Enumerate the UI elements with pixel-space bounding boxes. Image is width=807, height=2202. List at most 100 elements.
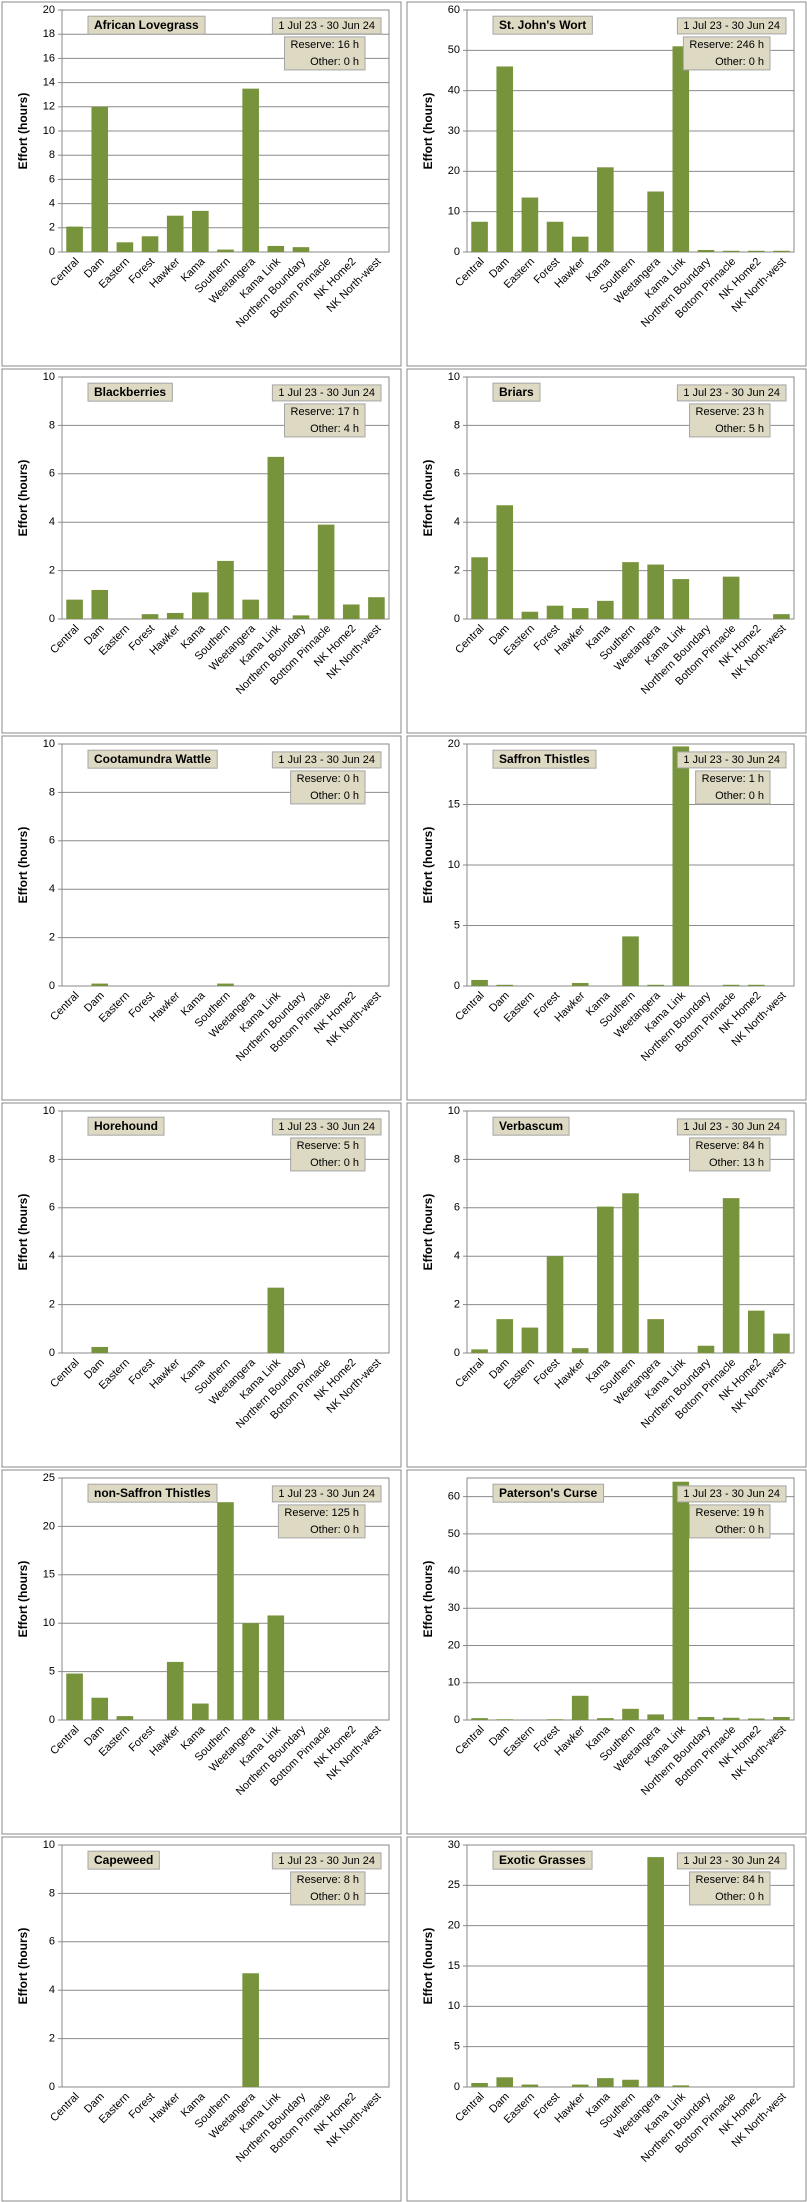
y-tick-label: 0 <box>49 613 55 625</box>
y-tick-label: 2 <box>49 222 55 234</box>
bar <box>672 2085 690 2087</box>
plot-area <box>61 1844 390 2088</box>
y-tick-label: 40 <box>448 85 460 97</box>
bar <box>546 1256 564 1353</box>
y-tick-label: 2 <box>454 1299 460 1311</box>
y-tick-label: 30 <box>448 125 460 137</box>
label-box <box>290 1871 366 1906</box>
bar <box>747 1718 765 1720</box>
bar <box>647 1319 664 1353</box>
bar <box>66 1673 83 1720</box>
period-label: 1 Jul 23 - 30 Jun 24 <box>683 387 780 399</box>
y-axis-label: Effort (hours) <box>421 1561 435 1638</box>
y-tick-label: 10 <box>43 1839 55 1851</box>
bar <box>747 250 765 252</box>
y-tick-label: 12 <box>43 101 55 113</box>
other-label: Other: 0 h <box>310 1891 359 1903</box>
period-label: 1 Jul 23 - 30 Jun 24 <box>683 20 780 32</box>
bar <box>217 249 234 252</box>
y-tick-label: 0 <box>454 2081 460 2093</box>
bar <box>722 984 740 986</box>
period-label: 1 Jul 23 - 30 Jun 24 <box>278 1855 375 1867</box>
bar <box>496 984 514 986</box>
y-tick-label: 30 <box>448 1839 460 1851</box>
bar <box>571 608 589 619</box>
other-label: Other: 0 h <box>715 790 764 802</box>
period-label: 1 Jul 23 - 30 Jun 24 <box>683 1855 780 1867</box>
bar <box>597 600 614 619</box>
period-label: 1 Jul 23 - 30 Jun 24 <box>278 754 375 766</box>
label-box <box>492 382 541 402</box>
bar <box>773 1333 790 1353</box>
period-label: 1 Jul 23 - 30 Jun 24 <box>683 1488 780 1500</box>
bar <box>546 221 564 252</box>
bar <box>521 2084 539 2087</box>
label-box <box>676 17 787 35</box>
y-tick-label: 6 <box>49 1936 55 1948</box>
bar <box>773 614 790 619</box>
y-tick-label: 20 <box>448 1639 460 1651</box>
bar <box>91 106 109 252</box>
y-tick-label: 10 <box>448 206 460 218</box>
bar <box>722 576 740 619</box>
bar <box>471 221 488 252</box>
bar <box>192 592 209 619</box>
plot-area <box>466 9 795 253</box>
y-tick-label: 0 <box>49 1714 55 1726</box>
bar <box>471 1349 488 1353</box>
y-tick-label: 2 <box>454 565 460 577</box>
bar <box>697 249 715 252</box>
y-tick-label: 20 <box>448 738 460 750</box>
bar <box>672 579 690 619</box>
label-box <box>676 384 787 402</box>
bar <box>622 1708 639 1720</box>
y-tick-label: 4 <box>49 198 55 210</box>
reserve-label: Reserve: 19 h <box>696 1507 764 1519</box>
y-tick-label: 10 <box>43 371 55 383</box>
reserve-label: Reserve: 125 h <box>284 1507 359 1519</box>
bar <box>647 1714 664 1720</box>
y-tick-label: 50 <box>448 44 460 56</box>
y-tick-label: 15 <box>448 1960 460 1972</box>
bar <box>571 1695 589 1720</box>
label-box <box>689 403 771 438</box>
label-box <box>492 1116 570 1136</box>
y-axis-label: Effort (hours) <box>16 460 30 537</box>
y-axis-label: Effort (hours) <box>421 460 435 537</box>
y-tick-label: 0 <box>454 613 460 625</box>
other-label: Other: 0 h <box>715 1891 764 1903</box>
label-box <box>676 751 787 769</box>
y-tick-label: 8 <box>49 786 55 798</box>
label-box <box>271 751 382 769</box>
y-tick-label: 6 <box>49 1202 55 1214</box>
bar <box>242 88 259 253</box>
y-tick-label: 0 <box>49 980 55 992</box>
period-label: 1 Jul 23 - 30 Jun 24 <box>683 1121 780 1133</box>
bar <box>217 1502 234 1720</box>
bar <box>597 1206 614 1353</box>
other-label: Other: 0 h <box>715 56 764 68</box>
bar <box>622 562 639 619</box>
label-box <box>271 1852 382 1870</box>
label-box <box>87 1850 160 1870</box>
bar <box>697 1717 715 1720</box>
label-box <box>689 1137 771 1172</box>
y-tick-label: 10 <box>448 1105 460 1117</box>
label-box <box>271 384 382 402</box>
bar <box>571 1348 589 1353</box>
y-tick-label: 10 <box>448 1677 460 1689</box>
chart-title: Cootamundra Wattle <box>94 752 211 766</box>
bar <box>496 2077 514 2087</box>
bar <box>697 1345 715 1353</box>
bar <box>571 236 589 252</box>
y-tick-label: 8 <box>49 419 55 431</box>
chart-title: Saffron Thistles <box>499 752 590 766</box>
label-box <box>284 36 366 71</box>
bar <box>546 1719 564 1720</box>
bar <box>91 589 109 619</box>
y-tick-label: 0 <box>454 980 460 992</box>
reserve-label: Reserve: 23 h <box>696 406 764 418</box>
